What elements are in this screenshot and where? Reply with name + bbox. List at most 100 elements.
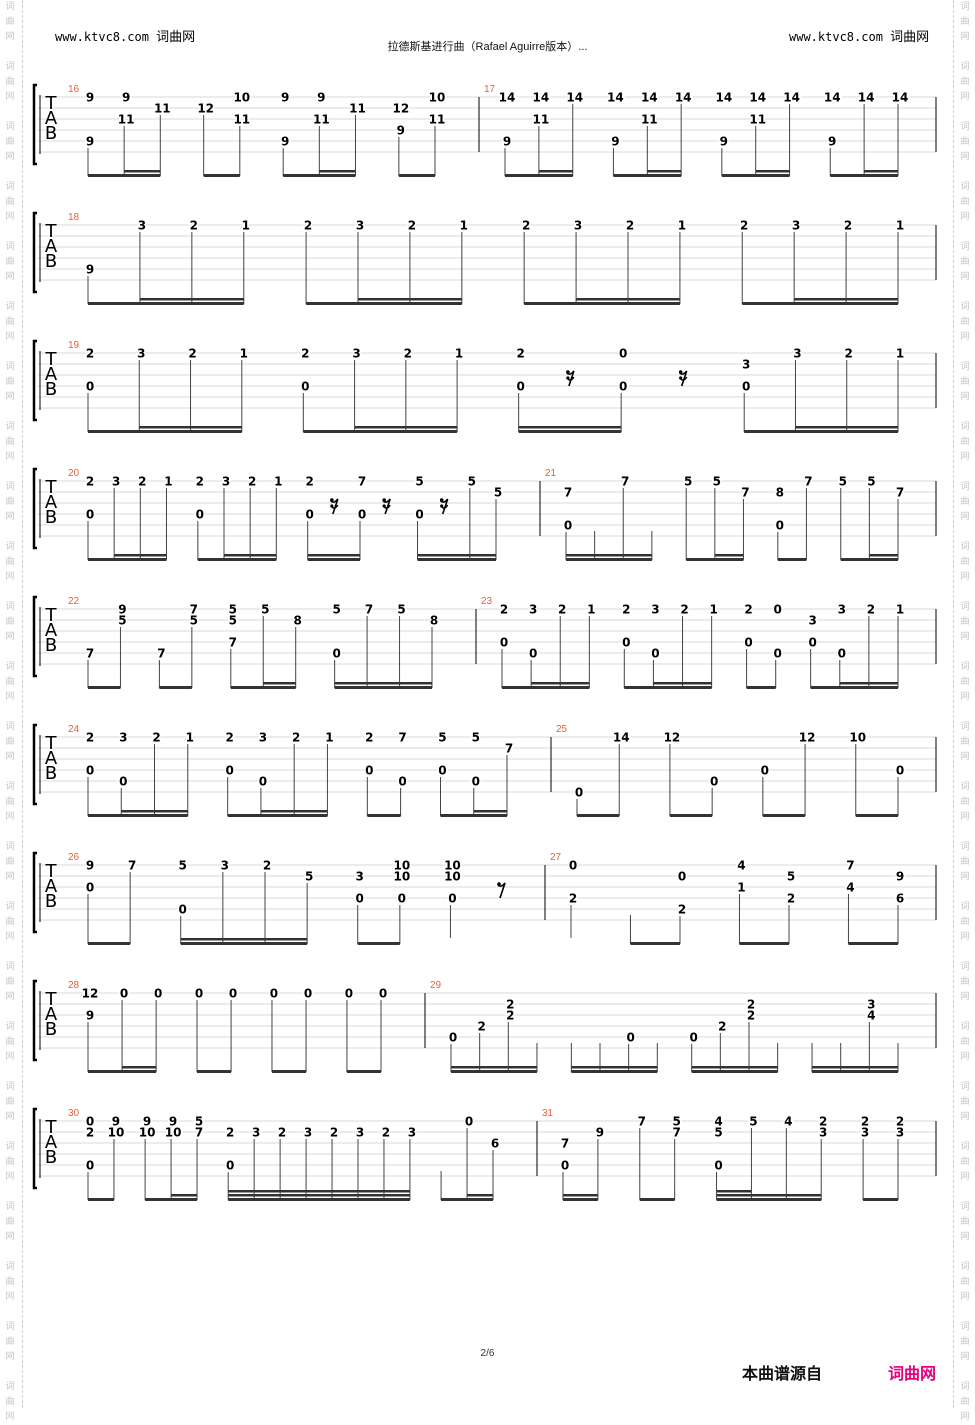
site-link-left[interactable]: www.ktvc8.com 词曲网 [55,26,195,45]
fret-number: 2 [747,998,755,1012]
fret-number: 7 [804,475,812,489]
fret-number: 9 [611,135,619,149]
watermark-text: 词曲网 [960,482,970,522]
beam-secondary [191,298,244,301]
beam-secondary [531,682,561,685]
fret-number: 3 [221,859,229,873]
fret-number: 3 [356,219,364,233]
watermark-text: 词曲网 [960,242,970,282]
beam [88,302,244,305]
beam-secondary [846,426,898,429]
beam [367,814,401,817]
fret-number: 2 [365,731,373,745]
rest-icon [497,882,506,899]
tab-clef-letter: B [45,379,57,400]
beam-secondary [124,170,161,173]
beam [346,1070,381,1073]
fret-number: 0 [358,508,366,522]
fret-number: 2 [86,731,94,745]
beam [502,686,590,689]
rest-icon [439,498,449,515]
beam [746,686,776,689]
fret-number: 7 [365,603,373,617]
watermark-text: 词曲网 [960,2,970,42]
tab-clef-letter: B [45,123,57,144]
tab-clef-letter: B [45,507,57,528]
beam [630,942,680,945]
rest-dot [440,504,444,508]
fret-number: 0 [516,380,524,394]
beam-tertiary [254,1190,281,1193]
site-link-right[interactable]: www.ktvc8.com 词曲网 [789,26,929,45]
beam [88,942,131,945]
beam-secondary [869,554,898,557]
system-bracket [32,83,37,166]
watermark-text: 词曲网 [5,782,15,822]
fret-number: 2 [744,603,752,617]
fret-number: 10 [429,91,446,105]
fret-number: 7 [896,486,904,500]
tab-clef-letter: T [45,861,58,882]
beam-secondary [628,1066,658,1069]
fret-number: 3 [792,219,800,233]
fret-number: 9 [397,124,405,138]
beam-secondary [140,554,167,557]
beam-tertiary [228,1190,255,1193]
watermark-text: 词曲网 [5,1022,15,1062]
fret-number: 11 [749,113,766,127]
watermark-text: 词曲网 [5,662,15,702]
beam-secondary [399,682,432,685]
fret-number: 1 [240,347,248,361]
fret-number: 14 [675,91,692,105]
fret-number: 3 [112,475,120,489]
rest-dot [566,370,570,374]
fret-number: 0 [561,1159,569,1173]
tab-clef-letter: B [45,1147,57,1168]
fret-number: 5 [397,603,405,617]
beam-secondary [139,426,191,429]
fret-number: 5 [787,870,795,884]
fret-number: 2 [569,892,577,906]
watermark-text: 词曲网 [960,542,970,582]
beam [306,302,462,305]
watermark-text: 词曲网 [960,1262,970,1302]
fret-number: 9 [86,135,94,149]
beam [230,686,296,689]
fret-number: 9 [122,91,130,105]
beam-secondary [114,554,141,557]
rest-icon [330,498,339,515]
fret-number: 7 [741,486,749,500]
fret-number: 5 [472,731,480,745]
beam [563,1198,598,1201]
fret-number: 7 [195,1126,203,1140]
fret-number: 2 [190,219,198,233]
watermark-text: 词曲网 [5,602,15,642]
site-url: www.ktvc8.com [55,30,149,44]
fret-number: 3 [138,219,146,233]
beam-secondary [228,1194,255,1197]
fret-number: 2 [86,1126,94,1140]
fret-number: 0 [270,987,278,1001]
fret-number: 14 [858,91,875,105]
fret-number: 14 [607,91,624,105]
watermark-text: 词曲网 [960,602,970,642]
beam [691,1070,778,1073]
fret-number: 7 [561,1137,569,1151]
source-site-link[interactable]: 词曲网 [888,1364,937,1383]
fret-number: 14 [715,91,732,105]
fret-number: 1 [678,219,686,233]
fret-number: 4 [714,1115,722,1129]
tab-clef-letter: B [45,251,57,272]
watermark-text: 词曲网 [960,662,970,702]
fret-number: 1 [455,347,463,361]
fret-number: 0 [301,380,309,394]
beam-secondary [224,554,251,557]
beam [577,814,620,817]
fret-number: 0 [304,987,312,1001]
fret-number: 2 [626,219,634,233]
fret-number: 0 [415,508,423,522]
measure-number: 18 [68,212,80,223]
beam [441,1198,493,1201]
watermark-text: 词曲网 [960,962,970,1002]
beam-secondary [794,298,847,301]
